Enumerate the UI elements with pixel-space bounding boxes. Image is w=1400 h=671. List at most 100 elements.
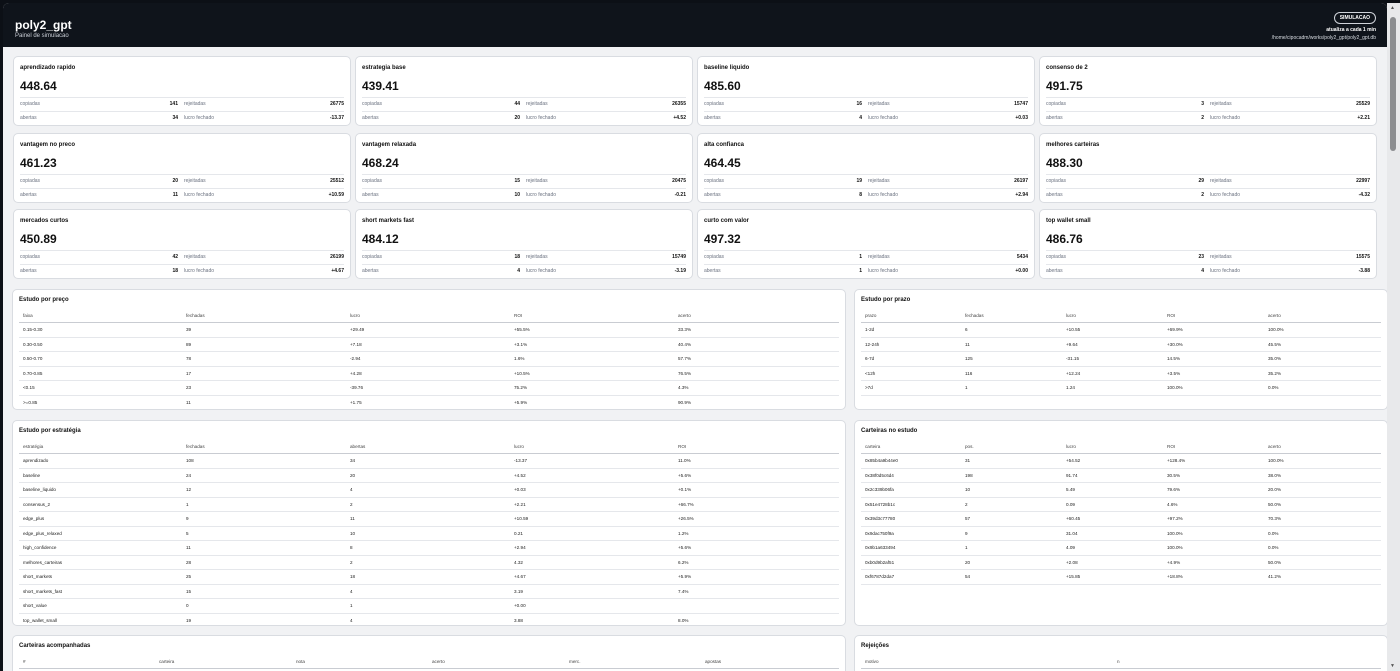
table-cell: 25 xyxy=(186,574,192,579)
scrollbar-thumb[interactable] xyxy=(1390,17,1396,151)
column-header[interactable]: fechadas xyxy=(965,313,984,318)
table-cell: 0x85b4a9b44e0 xyxy=(865,458,898,463)
table-cell: +30.0% xyxy=(1167,341,1183,347)
stats-row: copiadas 44 rejeitadas 26355 xyxy=(362,97,686,111)
table-cell: 14.5% xyxy=(1167,356,1181,361)
copied-count: 23 xyxy=(1198,254,1204,260)
table-cell: 6-7d xyxy=(865,356,875,361)
closed-profit-value: +4.67 xyxy=(331,268,344,274)
table-header-row: carteira pos. lucro ROI acerto xyxy=(861,441,1381,454)
stats-row: copiadas 18 rejeitadas 15749 xyxy=(362,250,686,264)
column-header[interactable]: fechadas xyxy=(186,313,205,318)
column-header[interactable]: lucro xyxy=(350,313,360,318)
table-cell: top_wallet_small xyxy=(23,617,57,623)
column-header[interactable]: ROI xyxy=(1167,313,1176,318)
scroll-down-icon[interactable]: ▼ xyxy=(1390,663,1395,669)
column-header[interactable]: acerto xyxy=(1268,444,1281,449)
column-header[interactable]: motivo xyxy=(865,659,879,664)
copied-count: 141 xyxy=(169,101,178,107)
open-label: abertas xyxy=(1046,268,1063,274)
table-cell: 24 xyxy=(186,472,192,478)
column-header[interactable]: # xyxy=(23,659,26,664)
table-cell: 20 xyxy=(965,559,971,565)
column-header[interactable]: acerto xyxy=(1268,313,1281,318)
strategy-name: consenso de 2 xyxy=(1046,65,1088,71)
table-cell: 0.09 xyxy=(1066,501,1075,507)
column-header[interactable]: nota xyxy=(296,659,305,664)
column-header[interactable]: fechadas xyxy=(186,444,205,449)
column-header[interactable]: ROI xyxy=(514,313,523,318)
column-header[interactable]: pos. xyxy=(965,444,974,449)
table-row: 6-7d 125 -31.15 14.5% 35.0% xyxy=(861,352,1381,367)
table-row: melhores_carteiras 28 2 4.32 6.2% xyxy=(19,556,839,570)
panel-title: Estudo por estratégia xyxy=(19,428,81,434)
column-header[interactable]: merc. xyxy=(569,659,581,664)
open-count: 4 xyxy=(859,115,862,121)
rejected-count: 26775 xyxy=(330,101,344,107)
column-header[interactable]: apostas xyxy=(705,659,722,664)
column-header[interactable]: lucro xyxy=(1066,313,1076,318)
table-cell: 57.7% xyxy=(678,356,692,361)
rejected-count: 15575 xyxy=(1356,254,1370,260)
column-header[interactable]: prazo xyxy=(865,313,877,318)
column-header[interactable]: n xyxy=(1117,659,1120,664)
rejected-label: rejeitadas xyxy=(868,101,890,107)
table-row: edge_plus_relaxed 5 10 0.21 1.2% xyxy=(19,527,839,541)
copied-label: copiadas xyxy=(704,254,725,260)
table-cell: +4.28 xyxy=(350,370,362,376)
strategy-name: estrategia base xyxy=(362,65,406,71)
rejected-count: 22997 xyxy=(1356,178,1370,184)
table-cell: 0xf6787d2da7 xyxy=(865,574,895,579)
table-row: 12-24h 11 +9.64 +30.0% 45.5% xyxy=(861,338,1381,352)
copied-label: copiadas xyxy=(20,254,41,260)
column-header[interactable]: lucro xyxy=(1066,444,1076,449)
column-header[interactable]: faixa xyxy=(23,313,33,318)
column-header[interactable]: carteira xyxy=(865,444,881,449)
strategy-name: baseline liquido xyxy=(704,65,750,71)
column-header[interactable]: acerto xyxy=(432,659,445,664)
vertical-scrollbar[interactable]: ▲ ▼ xyxy=(1387,3,1400,671)
table-cell: +128.4% xyxy=(1167,458,1186,463)
strategy-balance: 488.30 xyxy=(1046,156,1083,170)
table-row: <12h 116 +12.24 +3.5% 35.2% xyxy=(861,367,1381,381)
table-cell: 10 xyxy=(965,487,971,492)
column-header[interactable]: carteira xyxy=(159,659,175,664)
scroll-up-icon[interactable]: ▲ xyxy=(1390,5,1395,11)
table-cell: 3.88 xyxy=(514,617,523,623)
strategy-name: melhores carteiras xyxy=(1046,142,1100,148)
table-cell: +69.9% xyxy=(1167,327,1183,332)
refresh-info: atualiza a cada 1 min xyxy=(1326,27,1376,33)
table-cell: 90.9% xyxy=(678,399,692,405)
table-cell: 70.3% xyxy=(1268,516,1282,521)
table-cell: 50.0% xyxy=(1268,559,1282,565)
open-label: abertas xyxy=(20,115,37,121)
column-header[interactable]: estratégia xyxy=(23,444,44,449)
table-cell: 1.6% xyxy=(514,356,525,361)
term-study-panel: Estudo por prazo prazo fechadas lucro ROI ac… xyxy=(854,289,1387,410)
table-cell: 0.0% xyxy=(1268,385,1279,390)
strategy-name: alta confianca xyxy=(704,142,745,148)
wallets-study-table: carteira pos. lucro ROI acerto 0x85b4a9b44e0 3… xyxy=(861,441,1381,585)
table-row: 0x9b1a633494 1 4.09 100.0% 0.0% xyxy=(861,541,1381,556)
table-cell: 5.49 xyxy=(1066,487,1075,492)
column-header[interactable]: ROI xyxy=(678,444,687,449)
stats-row: copiadas 23 rejeitadas 15575 xyxy=(1046,250,1370,264)
table-row: baseline 24 20 +4.52 +5.6% xyxy=(19,469,839,483)
table-cell: 0x38f0d5c6d4 xyxy=(865,472,894,478)
column-header[interactable]: lucro xyxy=(514,444,524,449)
table-cell: +66.7% xyxy=(678,501,694,507)
table-cell: 31.04 xyxy=(1066,530,1078,536)
followed-wallets-panel: Carteiras acompanhadas # carteira nota acer… xyxy=(12,635,846,671)
table-cell: 1.2% xyxy=(678,530,689,536)
column-header[interactable]: abertas xyxy=(350,444,366,449)
table-row: 0.70-0.85 17 +4.28 +10.5% 76.5% xyxy=(19,367,839,381)
rejections-table: motivo n xyxy=(861,656,1381,669)
column-header[interactable]: ROI xyxy=(1167,444,1176,449)
app-window: poly2_gpt Painel de simulacao SIMULACAO … xyxy=(3,3,1387,671)
column-header[interactable]: acerto xyxy=(678,313,691,318)
stats-row: copiadas 1 rejeitadas 5434 xyxy=(704,250,1028,264)
open-count: 10 xyxy=(514,192,520,198)
rejected-count: 26197 xyxy=(1014,178,1028,184)
table-cell: 9 xyxy=(965,530,968,536)
panel-title: Rejeições xyxy=(861,643,890,649)
